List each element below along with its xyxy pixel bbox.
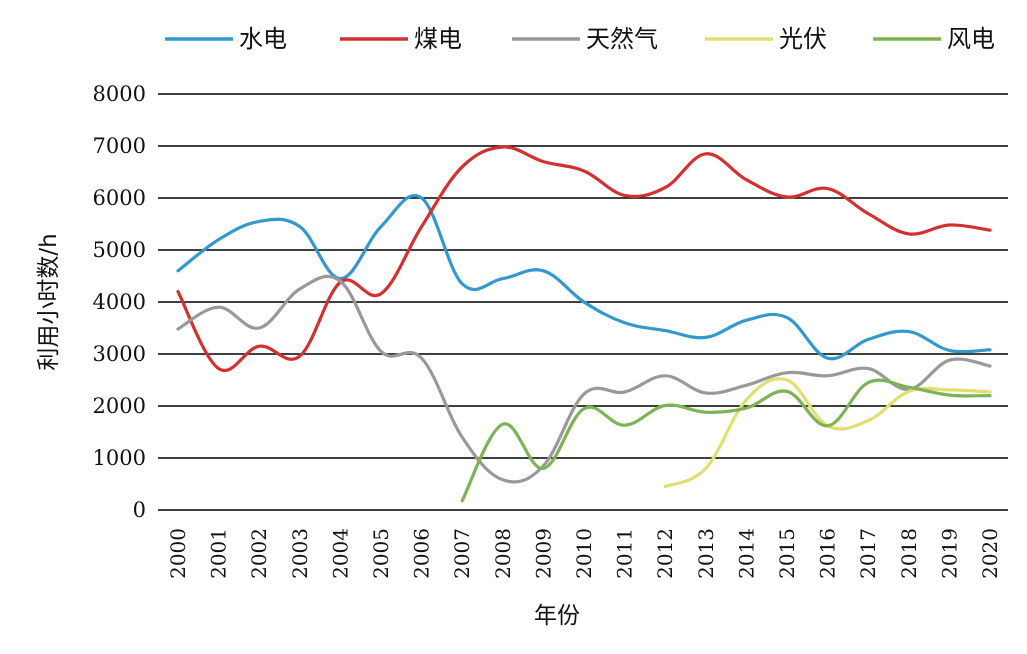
x-tick-label: 2005 (369, 528, 393, 579)
legend-item: 光伏 (705, 25, 827, 53)
x-tick-label: 2019 (937, 528, 961, 579)
x-tick-label: 2004 (328, 528, 352, 579)
series-line-3 (663, 377, 992, 489)
x-tick-label: 2000 (166, 528, 190, 579)
x-tick-label: 2014 (734, 528, 758, 579)
y-tick-label: 5000 (93, 238, 146, 262)
x-axis-label: 年份 (534, 603, 580, 629)
series-lines (176, 145, 992, 503)
y-axis-label: 利用小时数/h (36, 233, 62, 370)
legend-item: 天然气 (512, 25, 658, 53)
y-tick-label: 7000 (93, 134, 146, 158)
legend-item: 煤电 (340, 25, 462, 53)
legend-label: 水电 (239, 25, 287, 53)
x-tick-label: 2013 (694, 528, 718, 579)
y-tick-label: 2000 (93, 394, 146, 418)
legend-label: 光伏 (779, 25, 827, 53)
x-tick-label: 2017 (856, 528, 880, 579)
legend-item: 水电 (165, 25, 287, 53)
x-tick-label: 2001 (207, 528, 231, 579)
x-tick-label: 2009 (531, 528, 555, 579)
y-tick-label: 6000 (93, 186, 146, 210)
series-line-2 (176, 274, 992, 484)
y-tick-label: 0 (133, 498, 146, 522)
legend-item: 风电 (873, 25, 995, 53)
x-tick-label: 2010 (572, 528, 596, 579)
x-tick-label: 2011 (613, 528, 637, 579)
x-axis-ticks: 2000 2001 2002 2003 2004 2005 2006 2007 2008 2009… (166, 528, 1002, 579)
y-tick-label: 3000 (93, 342, 146, 366)
chart-legend: 水电 煤电 天然气 光伏 风电 (165, 25, 995, 53)
x-tick-label: 2016 (816, 528, 840, 579)
y-tick-label: 8000 (93, 82, 146, 106)
legend-label: 风电 (947, 25, 995, 53)
x-tick-label: 2008 (491, 528, 515, 579)
gridlines (158, 93, 1008, 511)
y-tick-label: 4000 (93, 290, 146, 314)
x-tick-label: 2003 (288, 528, 312, 579)
series-line-0 (176, 194, 992, 361)
x-tick-label: 2012 (653, 528, 677, 579)
y-tick-label: 1000 (93, 446, 146, 470)
x-tick-label: 2015 (775, 528, 799, 579)
x-tick-label: 2002 (247, 528, 271, 579)
x-tick-label: 2018 (897, 528, 921, 579)
x-tick-label: 2006 (410, 528, 434, 579)
x-tick-label: 2007 (450, 528, 474, 579)
y-axis-ticks: 0 1000 2000 3000 4000 5000 6000 7000 8000 (93, 82, 146, 522)
legend-label: 天然气 (586, 25, 658, 53)
series-line-4 (460, 378, 992, 503)
x-tick-label: 2020 (978, 528, 1002, 579)
legend-label: 煤电 (414, 25, 462, 53)
series-line-1 (176, 145, 992, 373)
